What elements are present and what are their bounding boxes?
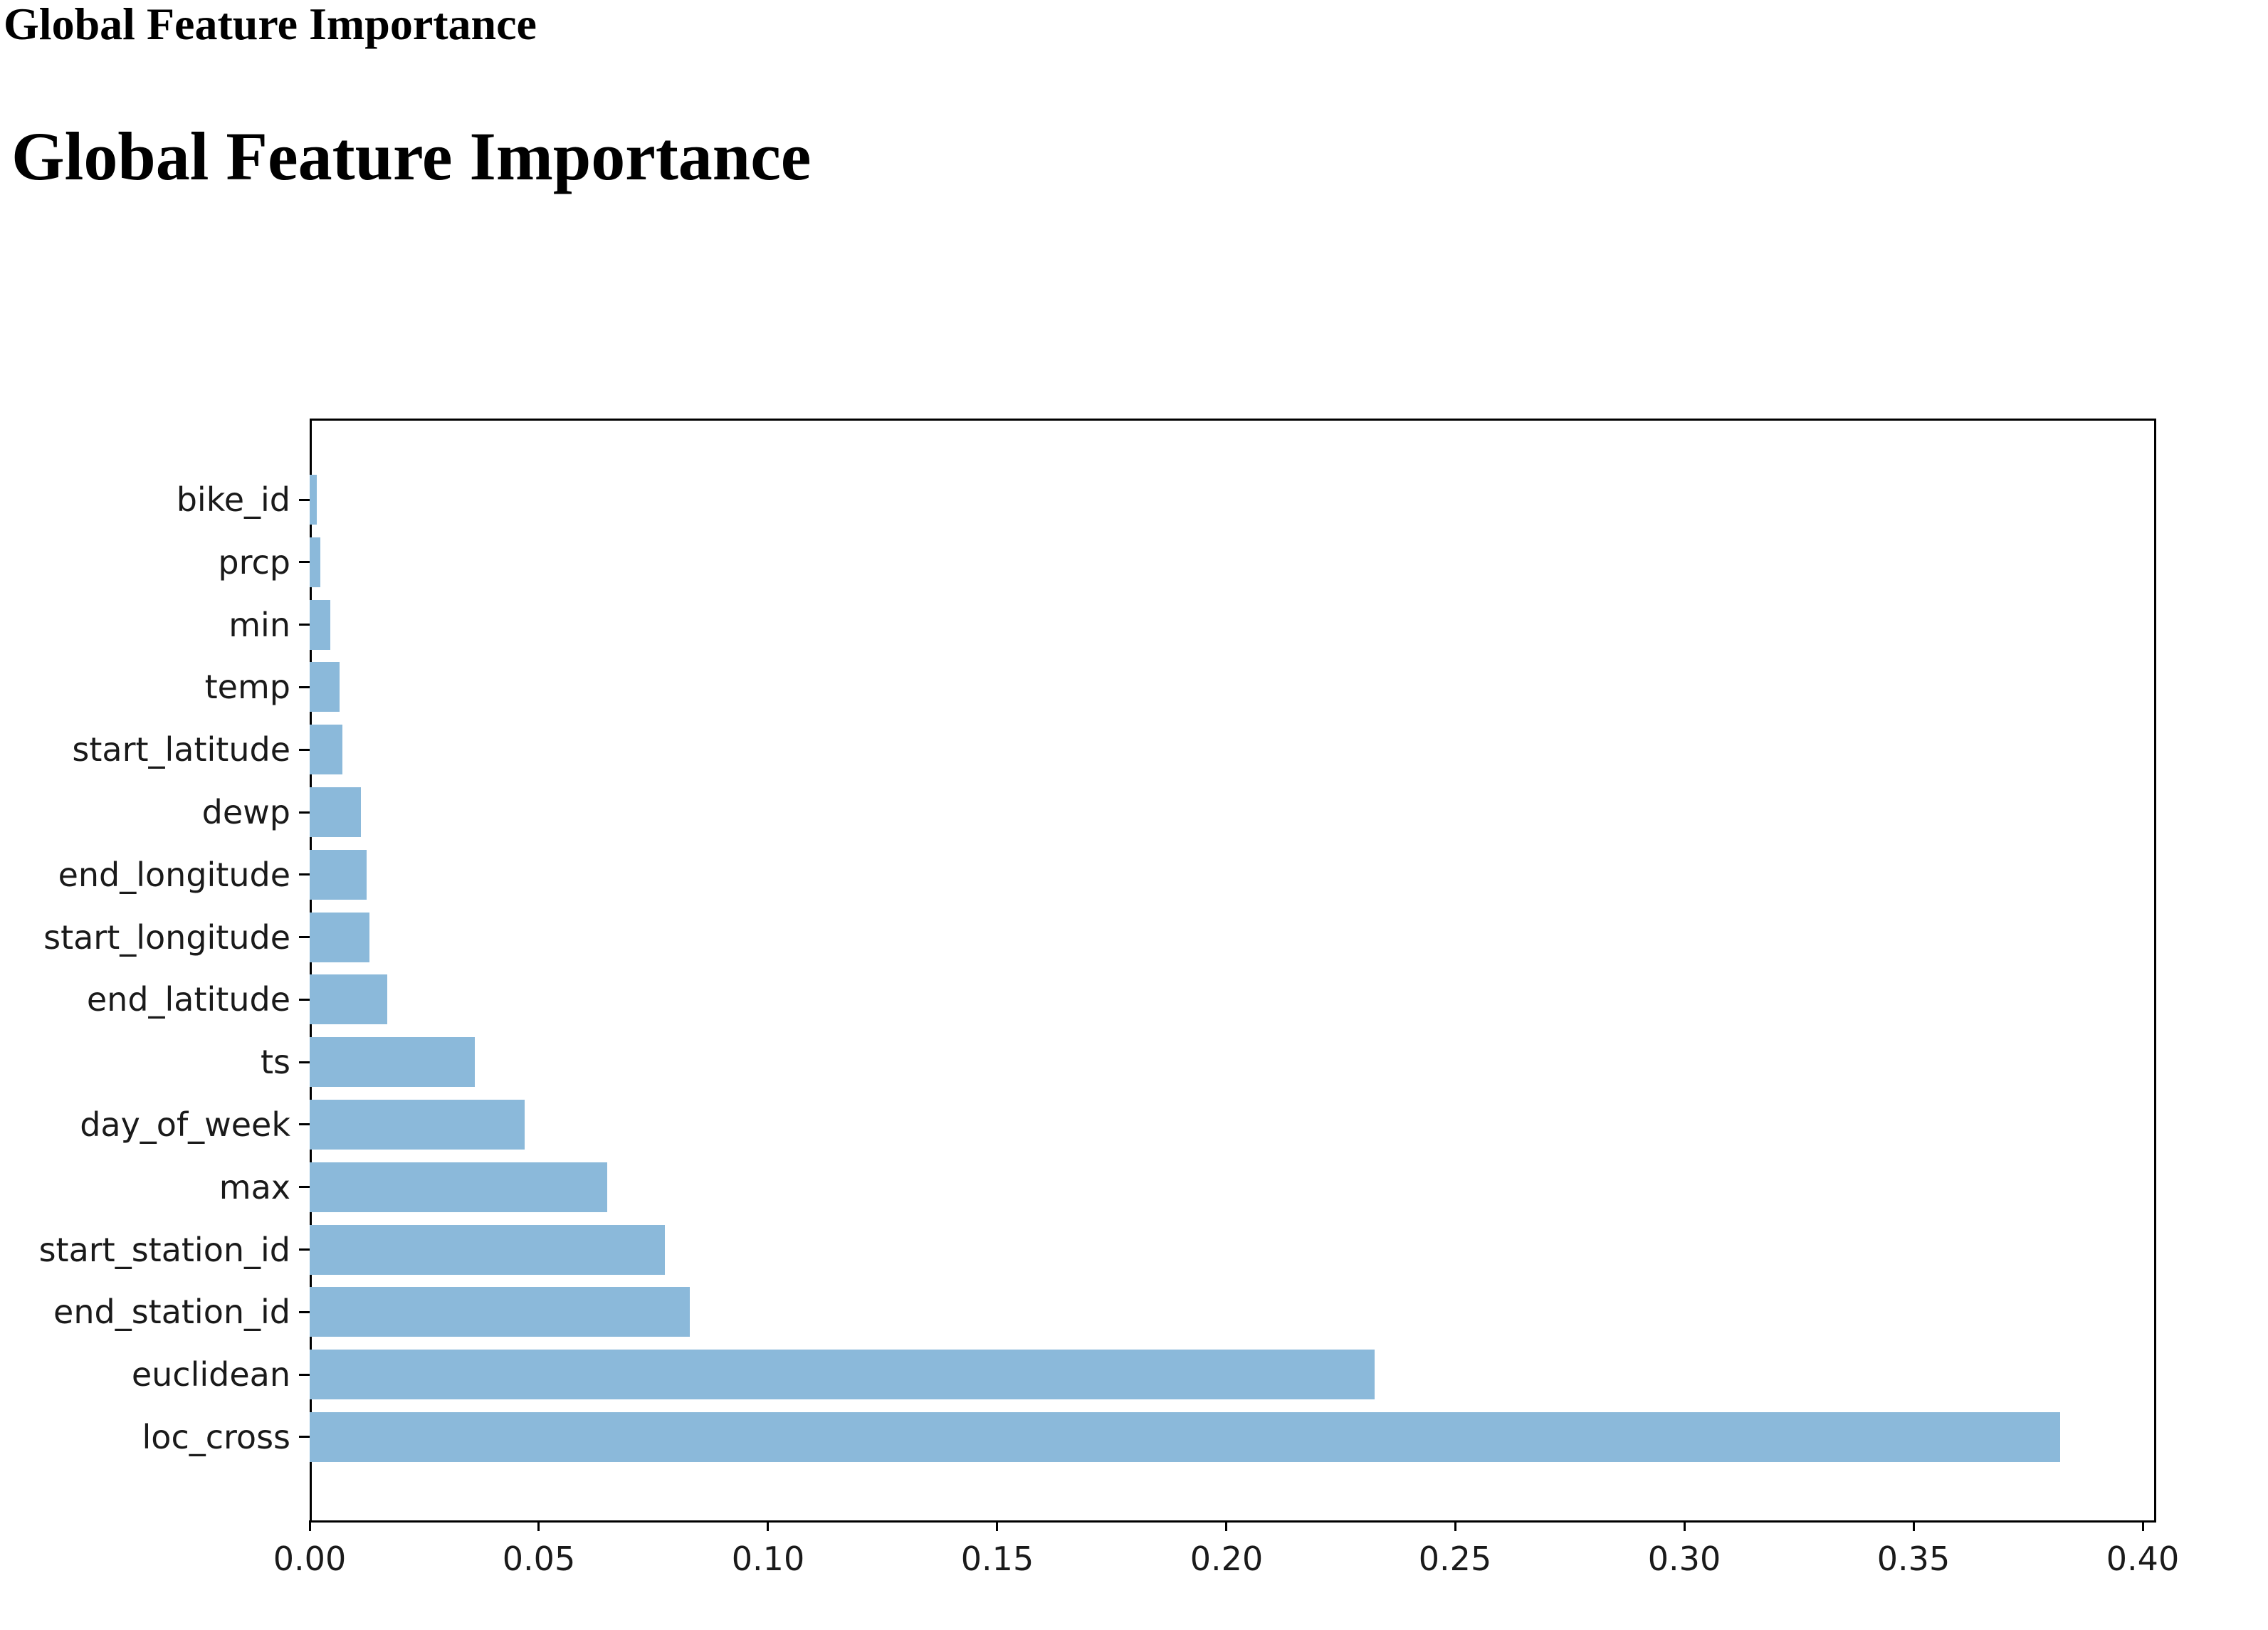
ytick-label-ts: ts (260, 1043, 290, 1081)
bar-min (310, 600, 330, 650)
ytick-mark-start_longitude (299, 936, 310, 938)
xtick-mark-0.05 (537, 1520, 540, 1531)
xtick-mark-0.40 (2142, 1520, 2144, 1531)
ytick-mark-dewp (299, 811, 310, 814)
xtick-label-0.25: 0.25 (1418, 1540, 1492, 1578)
ytick-mark-loc_cross (299, 1436, 310, 1438)
bar-temp (310, 662, 340, 712)
ytick-label-day_of_week: day_of_week (80, 1105, 290, 1144)
xtick-label-0.00: 0.00 (273, 1540, 347, 1578)
bar-start_latitude (310, 725, 342, 774)
xtick-label-0.20: 0.20 (1190, 1540, 1264, 1578)
bar-loc_cross (310, 1412, 2060, 1462)
ytick-mark-min (299, 624, 310, 626)
xtick-label-0.35: 0.35 (1876, 1540, 1951, 1578)
ytick-mark-prcp (299, 561, 310, 563)
ytick-label-loc_cross: loc_cross (142, 1418, 290, 1456)
ytick-label-bike_id: bike_id (176, 480, 290, 519)
xtick-mark-0.15 (996, 1520, 998, 1531)
bar-prcp (310, 537, 320, 587)
bar-bike_id (310, 475, 317, 525)
ytick-mark-end_longitude (299, 873, 310, 876)
xtick-mark-0.35 (1913, 1520, 1915, 1531)
window-title: Global Feature Importance (4, 0, 537, 49)
xtick-label-0.15: 0.15 (960, 1540, 1034, 1578)
ytick-mark-start_latitude (299, 749, 310, 751)
ytick-label-start_longitude: start_longitude (43, 918, 290, 957)
xtick-mark-0.10 (767, 1520, 769, 1531)
ytick-mark-bike_id (299, 499, 310, 501)
ytick-mark-max (299, 1186, 310, 1188)
ytick-label-end_longitude: end_longitude (58, 856, 290, 894)
feature-importance-plot (310, 419, 2156, 1523)
ytick-label-end_station_id: end_station_id (53, 1293, 290, 1331)
ytick-mark-start_station_id (299, 1248, 310, 1251)
xtick-mark-0.00 (309, 1520, 311, 1531)
bar-end_longitude (310, 850, 367, 900)
ytick-mark-ts (299, 1061, 310, 1063)
ytick-label-end_latitude: end_latitude (86, 980, 290, 1019)
ytick-label-start_latitude: start_latitude (72, 730, 290, 769)
page-heading: Global Feature Importance (11, 118, 812, 194)
xtick-label-0.05: 0.05 (502, 1540, 576, 1578)
ytick-mark-temp (299, 686, 310, 688)
xtick-label-0.40: 0.40 (2106, 1540, 2180, 1578)
xtick-mark-0.20 (1225, 1520, 1227, 1531)
bar-end_latitude (310, 974, 387, 1024)
bar-ts (310, 1037, 475, 1087)
ytick-label-dewp: dewp (201, 793, 290, 831)
ytick-mark-day_of_week (299, 1123, 310, 1125)
bar-dewp (310, 787, 361, 837)
bar-start_longitude (310, 913, 369, 962)
xtick-mark-0.25 (1454, 1520, 1456, 1531)
xtick-mark-0.30 (1684, 1520, 1686, 1531)
ytick-label-max: max (219, 1168, 290, 1206)
xtick-label-0.30: 0.30 (1647, 1540, 1721, 1578)
ytick-label-prcp: prcp (218, 543, 290, 582)
ytick-mark-end_station_id (299, 1311, 310, 1313)
xtick-label-0.10: 0.10 (731, 1540, 805, 1578)
ytick-label-temp: temp (204, 668, 290, 706)
bar-max (310, 1162, 607, 1212)
ytick-label-euclidean: euclidean (131, 1355, 290, 1394)
ytick-mark-euclidean (299, 1374, 310, 1376)
ytick-mark-end_latitude (299, 999, 310, 1001)
bar-day_of_week (310, 1100, 525, 1150)
ytick-label-start_station_id: start_station_id (38, 1231, 290, 1269)
bar-euclidean (310, 1350, 1375, 1399)
bar-start_station_id (310, 1225, 665, 1275)
ytick-label-min: min (229, 606, 290, 644)
bar-end_station_id (310, 1287, 690, 1337)
